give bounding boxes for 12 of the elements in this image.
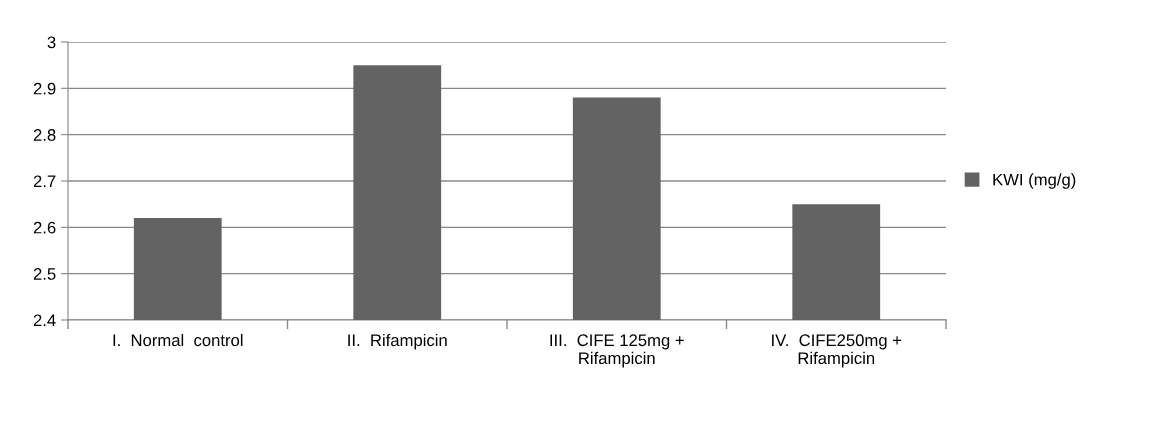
y-tick-label: 2.5: [33, 268, 56, 280]
y-tick-label: 2.7: [33, 175, 56, 188]
y-tick-label: 3: [47, 36, 56, 49]
x-tick-label: IV. CIFE250mg + Rifampicin: [772, 334, 902, 368]
y-tick-label: 2.8: [33, 129, 56, 141]
x-tick-label: III. CIFE 125mg + Rifampicin: [550, 334, 684, 368]
y-tick-label: 2.6: [33, 221, 56, 234]
x-tick-label: I. Normal control: [113, 333, 243, 347]
y-tick-label: 2.9: [33, 82, 56, 95]
legend-label: KWI (mg/g): [993, 173, 1076, 189]
y-tick-label: 2.4: [33, 314, 56, 327]
x-tick-label: II. Rifampicin: [348, 333, 447, 350]
